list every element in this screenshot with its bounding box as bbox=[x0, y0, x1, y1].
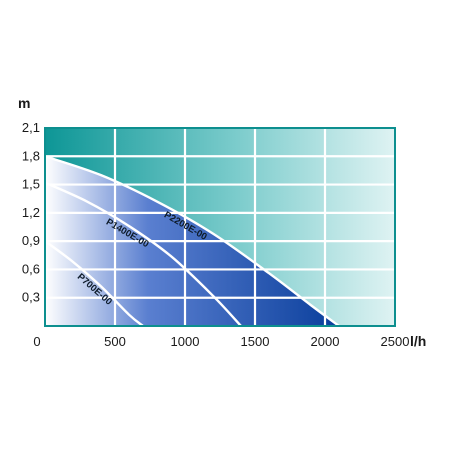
y-axis-ticks: 0,3 0,6 0,9 1,2 1,5 1,8 2,1 bbox=[22, 120, 40, 305]
y-tick-label: 0,9 bbox=[22, 233, 40, 248]
x-tick-label: 0 bbox=[33, 334, 40, 349]
y-tick-label: 0,3 bbox=[22, 290, 40, 305]
y-tick-label: 0,6 bbox=[22, 261, 40, 276]
y-tick-label: 1,8 bbox=[22, 148, 40, 163]
x-tick-label: 1500 bbox=[241, 334, 270, 349]
x-tick-label: 500 bbox=[104, 334, 126, 349]
y-tick-label: 1,5 bbox=[22, 177, 40, 192]
plot-frame bbox=[44, 127, 396, 327]
curve-p700e-00 bbox=[44, 240, 144, 327]
y-tick-label: 1,2 bbox=[22, 205, 40, 220]
x-tick-label: 2000 bbox=[311, 334, 340, 349]
curve-p2200e-00 bbox=[44, 155, 340, 327]
curve-lines bbox=[44, 155, 340, 327]
curve-p1400e-00 bbox=[44, 181, 242, 327]
y-axis-label: m bbox=[18, 95, 30, 111]
x-tick-label: 2500 bbox=[381, 334, 410, 349]
grid-lines bbox=[45, 128, 395, 326]
x-axis-label: l/h bbox=[410, 333, 426, 349]
x-axis-ticks: 0 500 1000 1500 2000 2500 bbox=[33, 334, 409, 349]
x-tick-label: 1000 bbox=[171, 334, 200, 349]
y-tick-label: 2,1 bbox=[22, 120, 40, 135]
